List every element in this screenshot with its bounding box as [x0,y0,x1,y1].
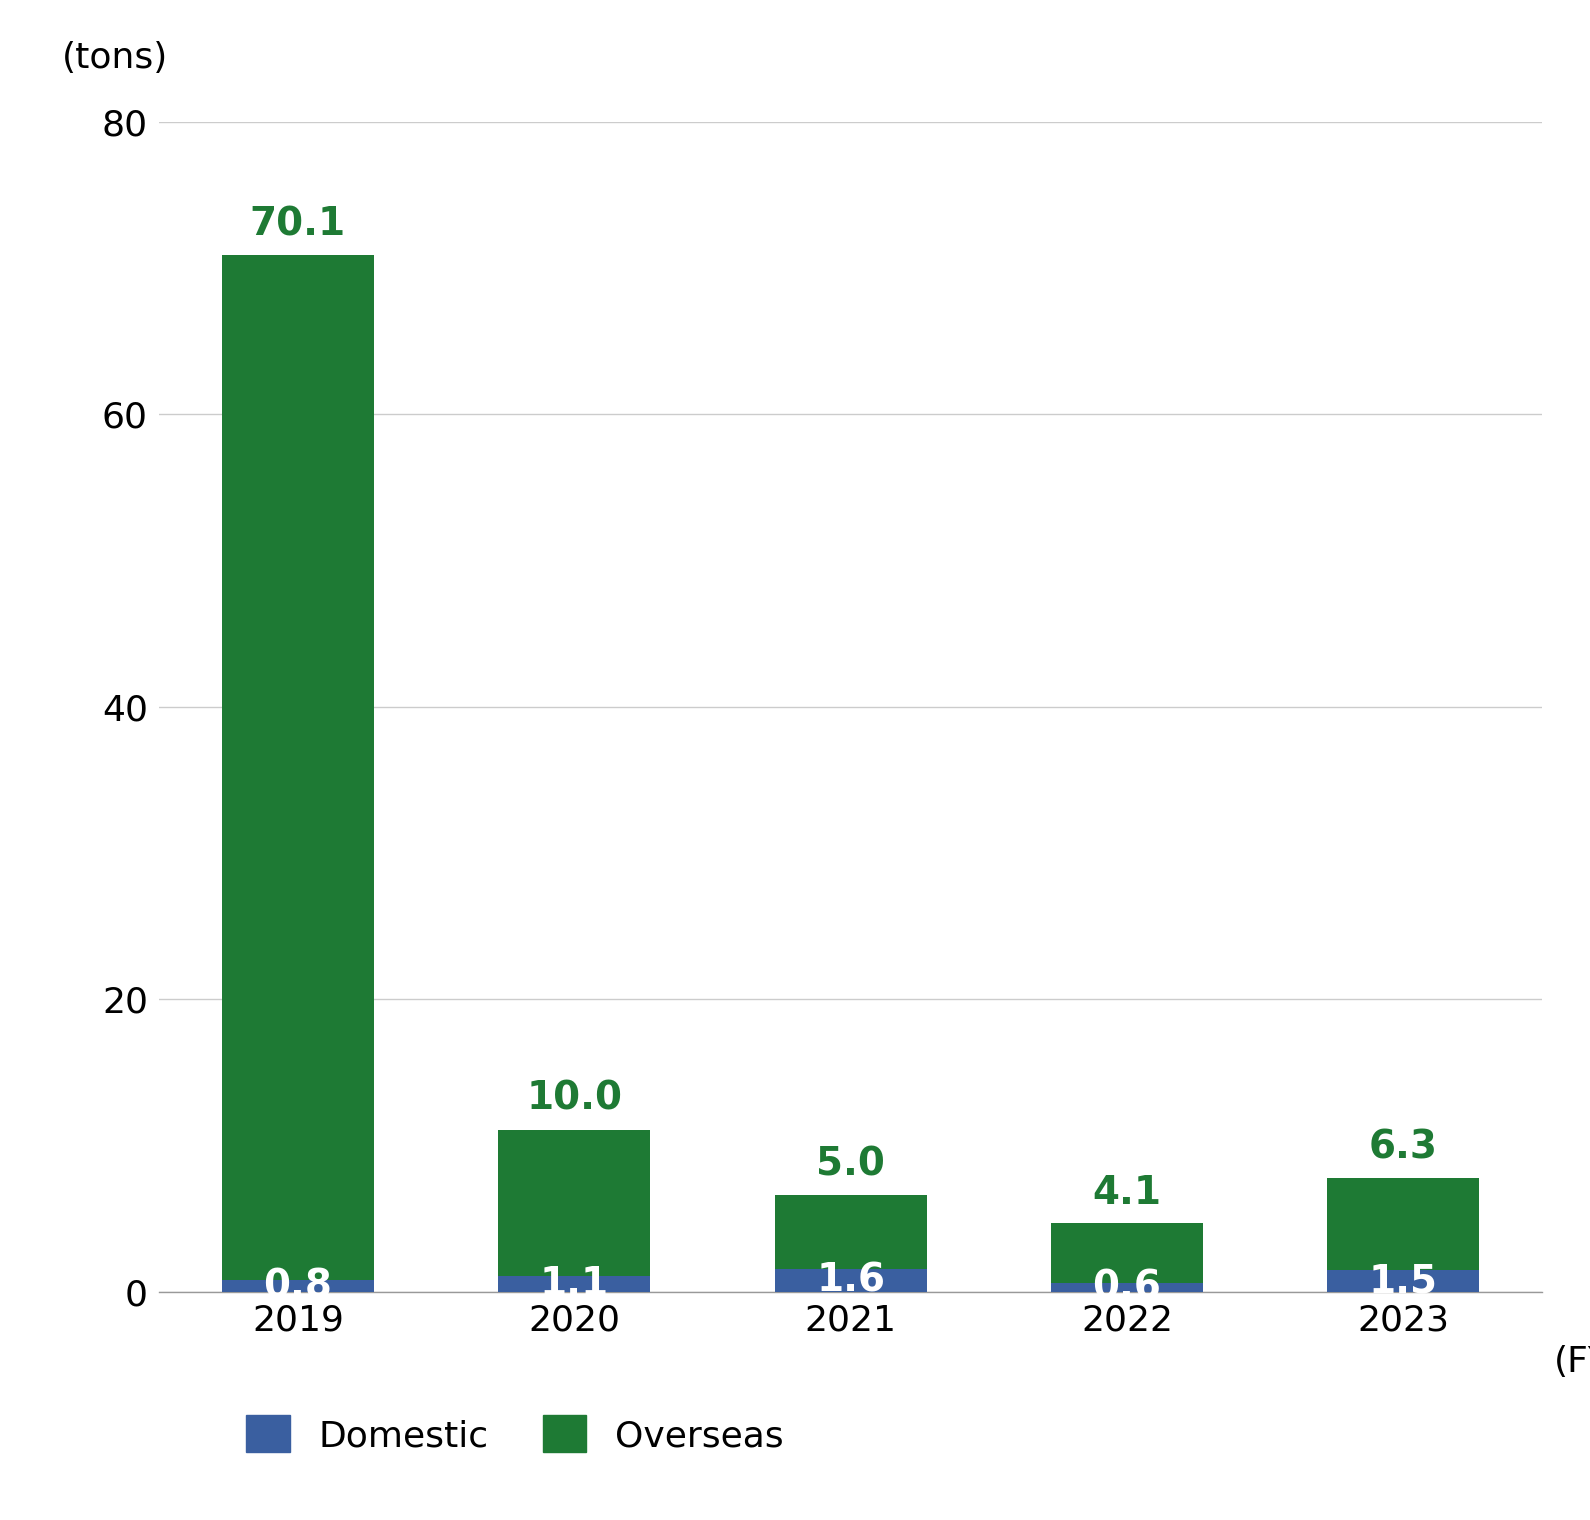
Text: 6.3: 6.3 [1369,1128,1437,1166]
Text: 0.8: 0.8 [264,1268,332,1306]
Bar [774,1195,927,1269]
Text: (FY): (FY) [1553,1345,1590,1379]
Text: 4.1: 4.1 [1092,1173,1162,1211]
Bar [1051,1224,1204,1283]
Text: 0.6: 0.6 [1092,1269,1161,1307]
Text: 1.5: 1.5 [1369,1262,1437,1300]
Bar [223,1280,374,1292]
Bar [498,1275,650,1292]
Text: 1.6: 1.6 [816,1262,886,1300]
Bar [1051,1283,1204,1292]
Bar [1328,1178,1479,1271]
Bar [498,1129,650,1275]
Text: 1.1: 1.1 [539,1265,609,1303]
Text: 10.0: 10.0 [526,1079,622,1117]
Text: 5.0: 5.0 [816,1146,886,1184]
Text: 70.1: 70.1 [250,205,347,243]
Bar [223,255,374,1280]
Bar [1328,1271,1479,1292]
Legend: Domestic, Overseas: Domestic, Overseas [246,1415,784,1453]
Text: (tons): (tons) [62,41,169,74]
Bar [774,1269,927,1292]
